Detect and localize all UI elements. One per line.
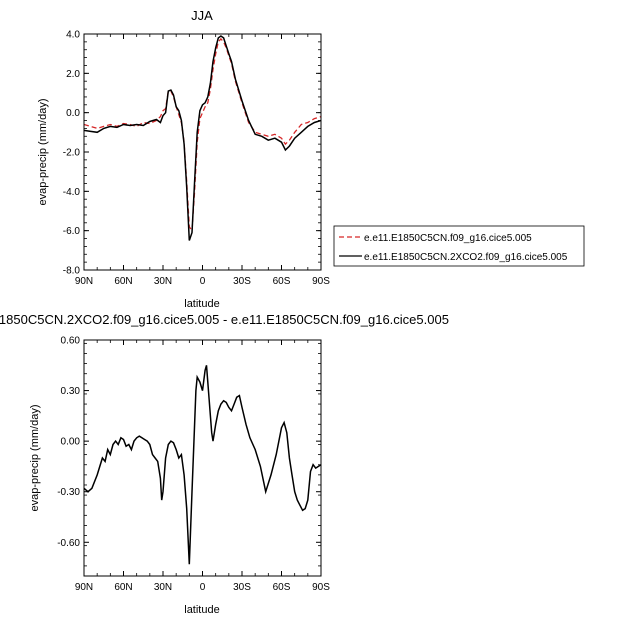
bottom-panel-frame	[83, 339, 322, 577]
x-tick-label: 30N	[154, 582, 172, 593]
y-tick-label: 0.00	[61, 437, 81, 448]
bottom-panel-x-axis-label: latitude	[184, 604, 219, 616]
bottom-panel-x-tick-labels: 90N 60N 30N 0 30S 60S 90S	[75, 582, 330, 593]
y-tick-label: 0.60	[61, 336, 81, 347]
y-tick-label: -6.0	[63, 226, 81, 237]
y-tick-label: -8.0	[63, 266, 81, 277]
series-line-difference	[84, 365, 321, 565]
x-tick-label: 90N	[75, 276, 93, 287]
x-tick-label: 30N	[154, 276, 172, 287]
legend-box	[333, 225, 585, 267]
x-tick-label: 60N	[114, 582, 132, 593]
x-tick-label: 30S	[233, 276, 251, 287]
bottom-panel-title: e.e11.E1850C5CN.2XCO2.f09_g16.cice5.005 …	[0, 312, 449, 327]
x-tick-label: 60N	[114, 276, 132, 287]
x-tick-label: 60S	[273, 582, 291, 593]
bottom-panel-y-tick-labels: 0.60 0.30 0.00 -0.30 -0.60	[57, 336, 80, 549]
x-tick-label: 90S	[312, 582, 330, 593]
x-tick-label: 90N	[75, 582, 93, 593]
top-panel-frame	[83, 33, 322, 271]
y-tick-label: -2.0	[63, 148, 81, 159]
x-tick-label: 0	[200, 582, 206, 593]
x-tick-label: 30S	[233, 582, 251, 593]
bottom-panel-ticks	[83, 339, 322, 577]
series-line-control	[84, 37, 321, 233]
legend-label-2xco2: e.e11.E1850C5CN.2XCO2.f09_g16.cice5.005	[364, 252, 568, 263]
x-tick-label: 90S	[312, 276, 330, 287]
top-panel-y-tick-labels: 4.0 2.0 0.0 -2.0 -4.0 -6.0 -8.0	[63, 30, 81, 277]
legend: e.e11.E1850C5CN.f09_g16.cice5.005 e.e11.…	[333, 225, 585, 267]
bottom-panel: e.e11.E1850C5CN.2XCO2.f09_g16.cice5.005 …	[0, 312, 449, 616]
bottom-panel-plot-area	[84, 365, 321, 565]
top-panel-ticks	[83, 33, 322, 271]
x-tick-label: 0	[200, 276, 206, 287]
y-tick-label: 2.0	[66, 69, 80, 80]
legend-label-control: e.e11.E1850C5CN.f09_g16.cice5.005	[364, 233, 532, 244]
top-panel: JJA 90N 60N 30N 0 30S 60S 90S 4.0 2.0 0.0 -2.0 -4.…	[37, 8, 585, 310]
top-panel-plot-area	[84, 35, 321, 241]
bottom-panel-y-axis-label: evap-precip (mm/day)	[29, 405, 41, 512]
y-tick-label: -4.0	[63, 187, 81, 198]
top-panel-x-tick-labels: 90N 60N 30N 0 30S 60S 90S	[75, 276, 330, 287]
y-tick-label: 0.30	[61, 386, 81, 397]
x-tick-label: 60S	[273, 276, 291, 287]
y-tick-label: -0.60	[57, 538, 80, 549]
y-tick-label: -0.30	[57, 487, 80, 498]
series-line-2xco2	[84, 35, 321, 241]
y-tick-label: 4.0	[66, 30, 80, 41]
top-panel-title: JJA	[191, 8, 213, 23]
top-panel-x-axis-label: latitude	[184, 298, 219, 310]
y-tick-label: 0.0	[66, 108, 80, 119]
top-panel-y-axis-label: evap-precip (mm/day)	[37, 99, 49, 206]
